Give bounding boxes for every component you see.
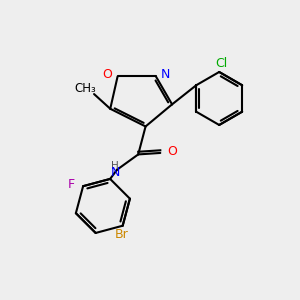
Text: N: N: [161, 68, 171, 80]
Text: N: N: [111, 166, 120, 178]
Text: F: F: [68, 178, 75, 191]
Text: O: O: [167, 145, 177, 158]
Text: CH₃: CH₃: [74, 82, 96, 95]
Text: H: H: [111, 161, 119, 171]
Text: Br: Br: [114, 228, 128, 241]
Text: Cl: Cl: [215, 57, 228, 70]
Text: O: O: [102, 68, 112, 80]
